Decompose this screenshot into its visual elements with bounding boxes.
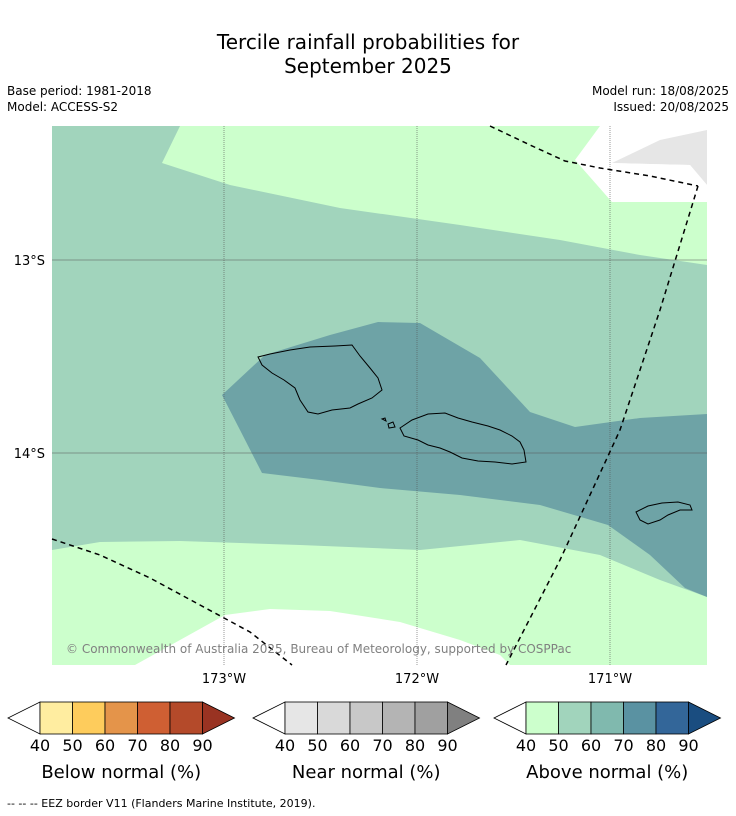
colorbar-above-segment [590,701,624,735]
eez-border-north [489,125,699,187]
colorbar-below-tick: 60 [95,736,115,755]
title-line-1: Tercile rainfall probabilities for [216,30,520,54]
model-name: Model: ACCESS-S2 [7,100,119,114]
colorbar-below-tick: 70 [127,736,147,755]
zone-white-top-right [580,163,707,202]
title-line-2: September 2025 [284,54,452,78]
lon-label-171w: 171°W [588,672,632,687]
colorbar-above-normal: 40 50 60 70 80 90 Above normal (%) [493,701,722,783]
copyright-text: © Commonwealth of Australia 2025, Bureau… [66,642,571,656]
colorbar-near-tick: 40 [275,736,295,755]
colorbar-near-tick: 70 [372,736,392,755]
eez-border-southwest [51,538,293,666]
island-apolima [380,417,387,422]
colorbar-below-segment [169,701,203,735]
colorbar-above-segment [623,701,657,735]
colorbar-near-segment [349,701,383,735]
colorbar-near-normal: 40 50 60 70 80 90 Near normal (%) [252,701,481,783]
colorbar-below-segment [137,701,171,735]
island-upolu [399,412,527,465]
colorbar-below-tick: 40 [30,736,50,755]
colorbar-near-over-triangle [447,701,481,735]
lon-label-172w: 172°W [395,672,439,687]
colorbar-below-segment [72,701,106,735]
zone-above-60-70 [222,322,707,597]
lat-label-13s: 13°S [14,254,45,269]
zone-white-bottom [135,609,510,665]
colorbar-above-under-triangle [493,701,527,735]
colorbar-below-tick: 90 [192,736,212,755]
colorbar-above-tick: 40 [516,736,536,755]
model-run: Model run: 18/08/2025 [591,84,729,98]
base-period: Base period: 1981-2018 [7,84,152,98]
gridlines-lat [52,259,707,454]
colorbar-near-segment [382,701,416,735]
colorbar-near-tick: 80 [405,736,425,755]
eez-borders [51,125,699,666]
colorbar-below-tick: 50 [62,736,82,755]
colorbar-below-under-triangle [7,701,41,735]
colorbar-above-over-triangle [688,701,722,735]
map-title: Tercile rainfall probabilities for Septe… [0,30,736,78]
colorbar-above-segment [525,701,559,735]
colorbar-above-tick: 70 [613,736,633,755]
colorbar-near-tick: 90 [437,736,457,755]
colorbar-above-tick: 90 [678,736,698,755]
colorbar-near-tick: 60 [340,736,360,755]
colorbar-above-tick: 50 [548,736,568,755]
issued-date: Issued: 20/08/2025 [613,100,729,114]
colorbar-near-segment [317,701,351,735]
colorbar-above-segment [655,701,689,735]
colorbar-below-tick: 80 [160,736,180,755]
colorbar-near-label: Near normal (%) [292,762,441,783]
colorbar-above-tick: 80 [646,736,666,755]
coastlines [257,344,693,525]
colorbar-near-segment [284,701,318,735]
colorbar-below-segment [39,701,73,735]
eez-border-east [505,185,699,666]
colorbar-above-label: Above normal (%) [526,762,688,783]
colorbar-below-over-triangle [202,701,236,735]
colorbar-below-normal: 40 50 60 70 80 90 Below normal (%) [7,701,236,783]
meta-left: Base period: 1981-2018 Model: ACCESS-S2 [7,83,152,115]
zone-no-data [612,130,707,185]
colorbar-near-segment [414,701,448,735]
lon-label-173w: 173°W [202,672,246,687]
colorbar-below-label: Below normal (%) [41,762,201,783]
colorbar-above-segment [558,701,592,735]
meta-right: Model run: 18/08/2025 Issued: 20/08/2025 [592,83,729,115]
colorbar-near-tick: 50 [307,736,327,755]
colorbar-near-under-triangle [252,701,286,735]
lat-label-14s: 14°S [14,447,45,462]
colorbar-below-segment [104,701,138,735]
island-manono [387,421,396,429]
island-tutuila [635,501,693,525]
island-savaii [257,344,383,415]
map-area [52,126,707,665]
colorbar-above-tick: 60 [581,736,601,755]
eez-footnote: -- -- -- EEZ border V11 (Flanders Marine… [7,797,316,810]
